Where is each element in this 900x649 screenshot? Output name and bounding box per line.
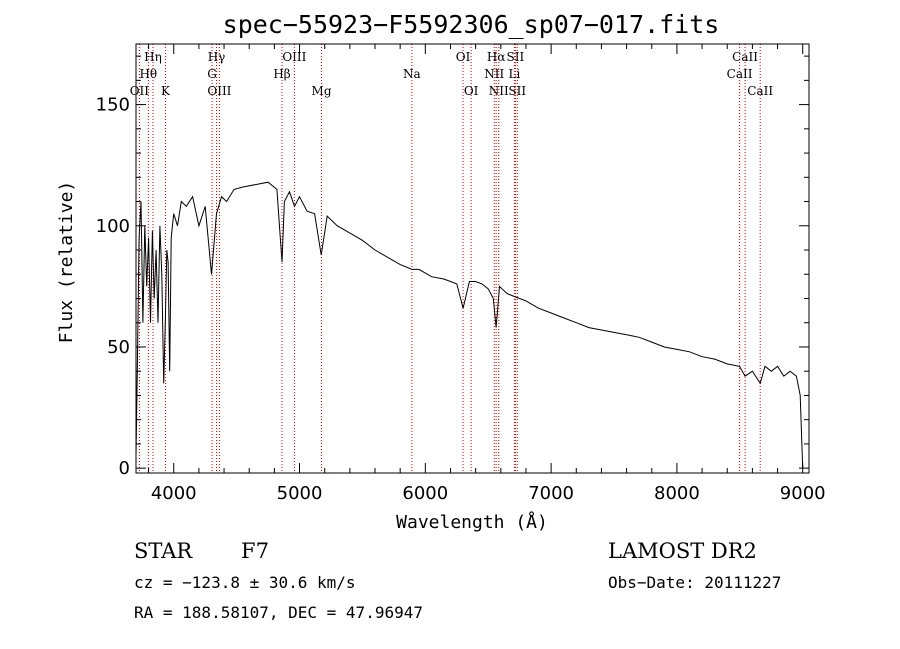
line-label: CaII xyxy=(747,84,773,98)
y-axis-ticks: 0 50 100 150 xyxy=(96,55,809,479)
y-tick-label: 50 xyxy=(107,337,130,358)
line-label: Mg xyxy=(312,84,332,98)
line-label: Na xyxy=(403,67,421,81)
y-tick-label: 100 xyxy=(96,216,130,237)
line-label: Hη xyxy=(144,50,162,64)
line-label: OII xyxy=(130,84,150,98)
line-label: K xyxy=(161,84,171,98)
x-tick-label: 9000 xyxy=(780,483,826,504)
line-label: Hθ xyxy=(139,67,157,81)
line-label: G xyxy=(207,67,217,81)
line-label: CaII xyxy=(727,67,753,81)
survey-label: LAMOST DR2 xyxy=(608,539,757,563)
line-label: Hα xyxy=(487,50,506,64)
line-label: Hγ xyxy=(208,50,226,64)
line-label: OI xyxy=(456,50,471,64)
line-label: NII xyxy=(489,84,509,98)
observation-date: Obs−Date: 20111227 xyxy=(608,573,781,592)
spectrum-line xyxy=(135,181,804,469)
plot-frame xyxy=(135,43,810,474)
line-label: OIII xyxy=(282,50,306,64)
x-tick-label: 7000 xyxy=(528,483,574,504)
coordinates: RA = 188.58107, DEC = 47.96947 xyxy=(134,603,423,622)
x-axis-label: Wavelength (Å) xyxy=(396,511,548,533)
y-axis-label: Flux (relative) xyxy=(56,181,77,344)
y-tick-label: 0 xyxy=(119,458,130,479)
x-tick-label: 6000 xyxy=(402,483,448,504)
x-tick-label: 8000 xyxy=(654,483,700,504)
redshift-cz: cz = −123.8 ± 30.6 km/s xyxy=(134,573,356,592)
line-label: SII xyxy=(507,50,525,64)
object-subclass: F7 xyxy=(241,539,269,563)
y-tick-label: 150 xyxy=(96,95,130,116)
line-label: SII xyxy=(508,84,526,98)
chart-title: spec−55923−F5592306_sp07−017.fits xyxy=(223,10,720,39)
spectral-line-markers xyxy=(138,44,761,473)
x-tick-label: 4000 xyxy=(151,483,197,504)
line-label: OIII xyxy=(207,84,231,98)
line-label: Li xyxy=(508,67,520,81)
line-label: NII xyxy=(484,67,504,81)
line-label: OI xyxy=(464,84,479,98)
x-axis-ticks: 4000 5000 6000 7000 8000 9000 xyxy=(148,44,826,504)
line-label: CaII xyxy=(732,50,758,64)
object-class: STAR xyxy=(134,539,193,563)
line-label: Hβ xyxy=(273,67,290,81)
spectral-line-labels: OIIHθHηKHγGOIIIHβOIIIMgNaOIOIHαNIINIISII… xyxy=(130,50,774,98)
x-tick-label: 5000 xyxy=(277,483,323,504)
